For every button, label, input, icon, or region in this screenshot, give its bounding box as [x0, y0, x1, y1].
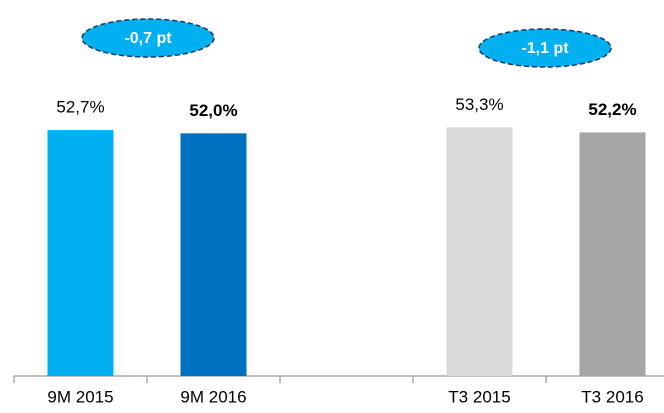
x-tick-label: T3 2015 — [448, 387, 510, 406]
annotation-bubble — [478, 28, 612, 68]
bar — [180, 133, 247, 376]
bar — [579, 132, 646, 376]
annotation-bubble — [81, 18, 215, 58]
annotation: -0,7 pt — [124, 30, 172, 47]
value-label: 52,0% — [189, 101, 237, 120]
bar — [446, 127, 513, 377]
value-label: 52,2% — [588, 100, 636, 119]
value-label: 52,7% — [56, 98, 104, 117]
x-tick-label: 9M 2015 — [47, 387, 113, 406]
x-tick-label: 9M 2016 — [180, 387, 246, 406]
value-label: 53,3% — [455, 95, 503, 114]
x-tick-label: T3 2016 — [581, 387, 643, 406]
bar — [47, 130, 114, 376]
annotation: -1,1 pt — [521, 40, 569, 57]
